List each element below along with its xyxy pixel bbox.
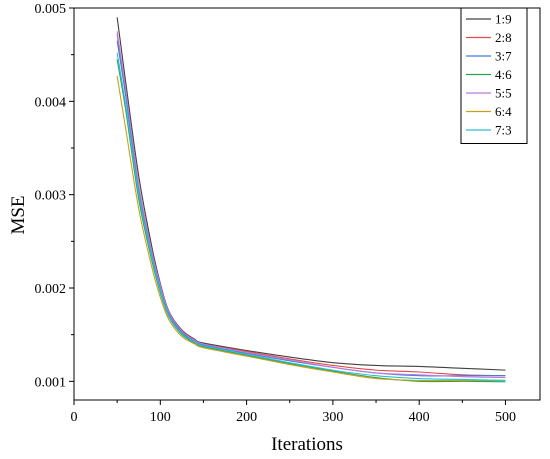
y-axis-title: MSE — [8, 195, 29, 234]
series-line-4-6 — [116, 59, 506, 383]
series-lines — [116, 17, 506, 383]
x-tick-label: 0 — [71, 410, 78, 425]
x-axis-title: Iterations — [271, 434, 343, 455]
y-tick-label: 0.004 — [35, 95, 67, 110]
y-tick-label: 0.005 — [35, 2, 67, 17]
legend-label: 2:8 — [495, 30, 512, 45]
legend-label: 7:3 — [495, 123, 512, 138]
plot-frame — [73, 7, 541, 401]
legend-label: 3:7 — [495, 49, 512, 64]
x-tick-label: 500 — [495, 410, 516, 425]
y-tick-label: 0.001 — [35, 375, 67, 390]
series-line-7-3 — [116, 52, 506, 381]
legend-label: 4:6 — [495, 67, 512, 82]
x-tick-label: 200 — [236, 410, 257, 425]
x-tick-label: 400 — [409, 410, 430, 425]
legend-label: 6:4 — [495, 104, 512, 119]
y-tick-label: 0.002 — [35, 282, 67, 297]
x-tick-label: 300 — [322, 410, 343, 425]
series-line-5-5 — [116, 31, 506, 379]
legend: 1:9 2:8 3:7 4:6 5:5 6:4 7:3 — [460, 7, 528, 144]
series-line-1-9 — [116, 17, 506, 371]
legend-label: 5:5 — [495, 86, 512, 101]
legend-label: 1:9 — [495, 12, 512, 27]
legend-box — [460, 7, 528, 144]
series-line-6-4 — [116, 76, 506, 382]
x-tick-label: 100 — [150, 410, 171, 425]
axes: 0 100 200 300 400 500 0.001 0.002 0.003 0.004 0.00… — [35, 2, 541, 425]
y-tick-label: 0.003 — [35, 189, 67, 204]
